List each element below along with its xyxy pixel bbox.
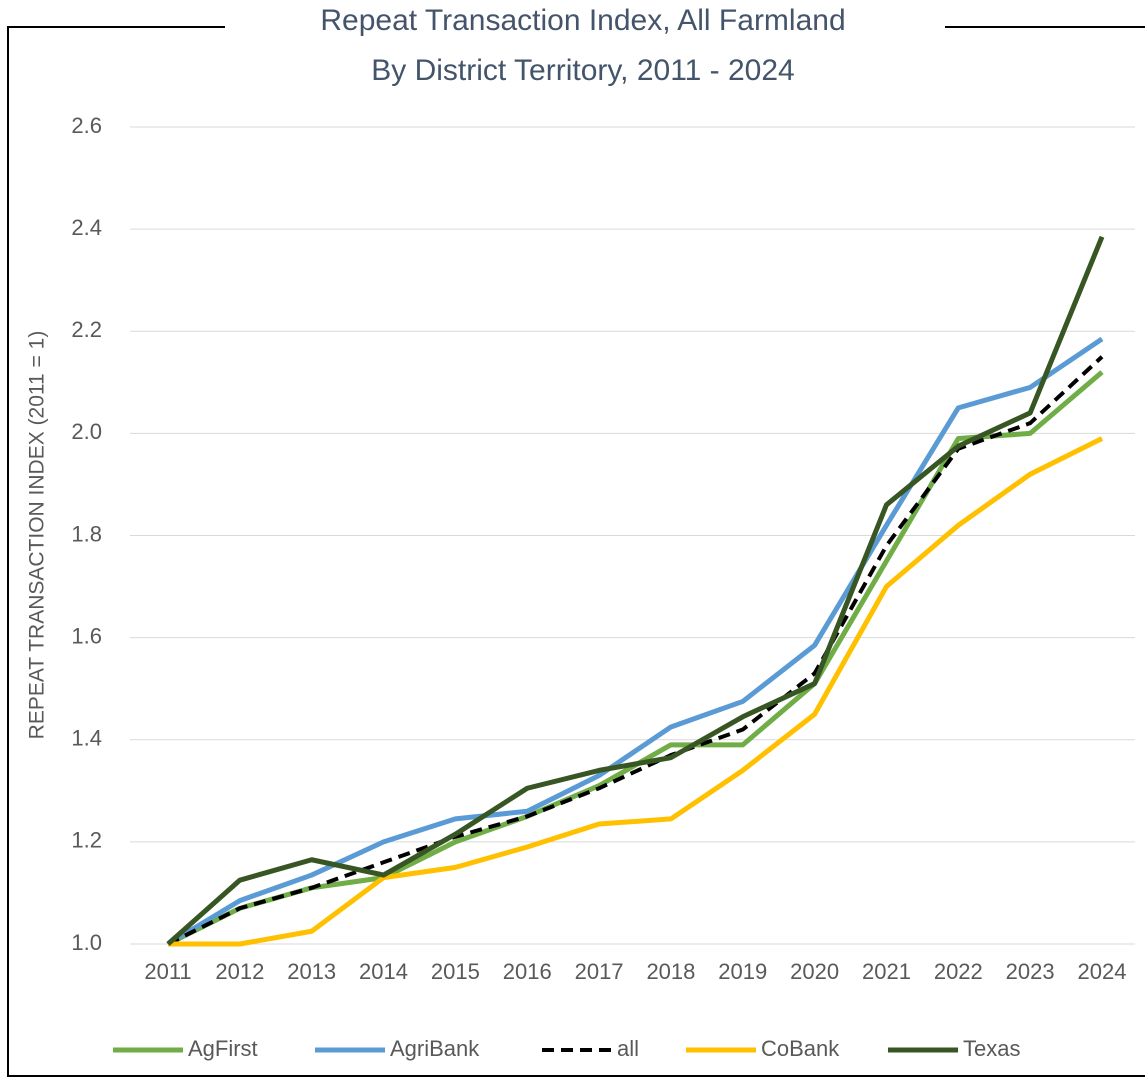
series-line [166, 336, 1104, 947]
x-tick-label: 2013 [287, 959, 336, 984]
x-tick-label: 2011 [144, 959, 191, 984]
x-tick-label: 2015 [431, 959, 480, 984]
y-axis-label: REPEAT TRANSACTION INDEX (2011 = 1) [26, 331, 49, 740]
x-tick-label: 2012 [215, 959, 264, 984]
y-tick-label: 2.4 [71, 215, 102, 240]
series-line [168, 436, 1104, 947]
legend-label: Texas [963, 1036, 1020, 1061]
x-tick-label: 2023 [1006, 959, 1055, 984]
legend-label: all [617, 1036, 639, 1061]
legend-label: AgriBank [390, 1036, 480, 1061]
x-tick-label: 2017 [575, 959, 624, 984]
y-tick-label: 1.2 [71, 828, 102, 853]
y-tick-label: 2.0 [71, 419, 102, 444]
y-tick-label: 1.6 [71, 623, 102, 648]
y-tick-label: 1.4 [71, 726, 102, 751]
series-line [167, 355, 1104, 946]
x-tick-label: 2022 [934, 959, 983, 984]
legend-label: AgFirst [188, 1036, 258, 1061]
x-tick-label: 2016 [503, 959, 552, 984]
chart-subtitle: By District Territory, 2011 - 2024 [371, 54, 795, 87]
y-tick-label: 2.6 [71, 113, 102, 138]
x-tick-label: 2020 [790, 959, 839, 984]
legend-label: CoBank [761, 1036, 840, 1061]
x-tick-label: 2019 [718, 959, 767, 984]
chart-title: Repeat Transaction Index, All Farmland [320, 4, 845, 37]
y-tick-label: 1.0 [71, 930, 102, 955]
x-tick-label: 2021 [862, 959, 911, 984]
x-tick-label: 2014 [359, 959, 408, 984]
y-tick-label: 2.2 [71, 317, 102, 342]
y-tick-label: 1.8 [71, 521, 102, 546]
x-tick-label: 2024 [1078, 959, 1127, 984]
x-tick-label: 2018 [646, 959, 695, 984]
series-line [166, 235, 1105, 946]
